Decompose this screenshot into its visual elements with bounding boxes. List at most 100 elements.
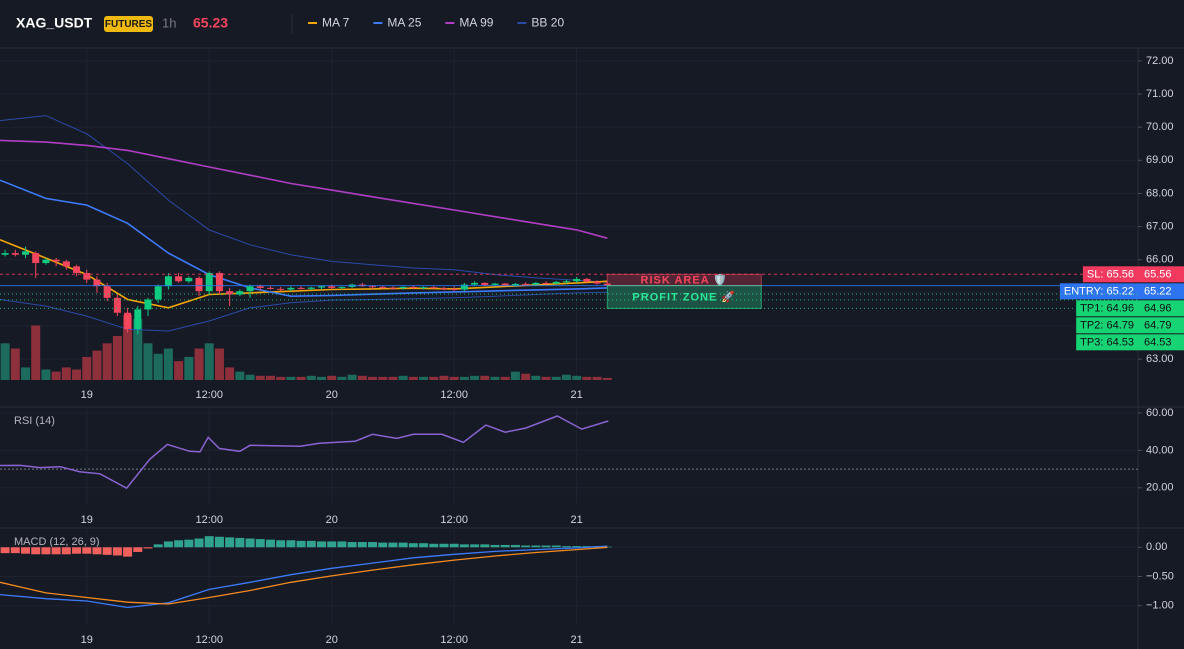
volume-bar: [174, 361, 184, 380]
candle-body: [83, 272, 91, 280]
candle-body: [164, 276, 172, 287]
candle-body: [542, 282, 550, 284]
level-label-bg: [1076, 334, 1138, 351]
level-label-bg: [1076, 300, 1138, 317]
volume-bar: [143, 343, 153, 380]
candle-body: [32, 253, 40, 264]
y-tick-label: 63.00: [1146, 353, 1174, 365]
volume-bar: [500, 376, 510, 380]
histogram-bar: [296, 540, 306, 548]
histogram-bar: [163, 541, 173, 548]
volume-bar: [0, 343, 10, 380]
volume-bar: [235, 371, 245, 380]
candle-body: [52, 259, 60, 262]
volume-bar: [316, 376, 326, 380]
volume-bar: [184, 356, 194, 380]
histogram-bar: [388, 542, 398, 548]
histogram-bar: [123, 547, 133, 557]
candle-body: [389, 287, 397, 289]
volume-bar: [490, 376, 500, 380]
candle-body: [562, 281, 570, 283]
x-tick-label: 21: [571, 514, 583, 526]
histogram-bar: [531, 545, 541, 548]
candle-body: [1, 253, 9, 255]
histogram-bar: [337, 541, 347, 548]
candle-body: [491, 283, 499, 285]
histogram-bar: [143, 547, 153, 549]
y-tick-label: 70.00: [1146, 121, 1174, 133]
volume-bar: [61, 367, 71, 380]
candle-body: [215, 272, 223, 292]
histogram-bar: [357, 542, 367, 548]
histogram-bar: [378, 542, 388, 548]
volume-bar: [245, 374, 255, 380]
volume-bar: [133, 319, 143, 380]
candle-body: [522, 283, 530, 285]
histogram-bar: [153, 544, 163, 548]
legend-label: MA 99: [459, 16, 493, 30]
candle-body: [205, 272, 213, 292]
candle-body: [532, 282, 540, 285]
histogram-bar: [255, 539, 265, 548]
candle-body: [11, 253, 19, 255]
histogram-bar: [194, 538, 204, 548]
candle-body: [430, 287, 438, 289]
volume-bar: [388, 376, 398, 380]
level-label: TP3: 64.53: [1080, 337, 1134, 349]
candle-body: [62, 261, 70, 267]
ma-line: [0, 179, 608, 298]
volume-bar: [102, 343, 112, 380]
macd-line: [0, 545, 608, 609]
legend-label: BB 20: [531, 16, 564, 30]
volume-bar: [204, 343, 214, 380]
histogram-bar: [225, 537, 235, 548]
level-label-bg: [1059, 283, 1138, 300]
volume-bar: [153, 353, 163, 380]
histogram-bar: [500, 544, 510, 548]
histogram-bar: [41, 547, 51, 555]
volume-bar: [429, 376, 439, 380]
candle-body: [226, 291, 234, 295]
x-tick-label: 20: [326, 514, 338, 526]
macd-title: MACD (12, 26, 9): [14, 536, 100, 548]
volume-bar: [510, 371, 520, 380]
candle-body: [511, 283, 519, 286]
candle-body: [552, 281, 560, 284]
histogram-bar: [419, 543, 429, 548]
candle-body: [328, 286, 336, 288]
x-tick-label: 12:00: [440, 389, 468, 401]
signal-line: [0, 546, 608, 605]
volume-bar: [276, 376, 286, 380]
level-axis-value: 64.96: [1144, 303, 1172, 315]
level-axis-value: 64.79: [1144, 320, 1172, 332]
candle-body: [113, 297, 121, 313]
badge: FUTURES: [105, 19, 153, 30]
volume-bar: [327, 375, 337, 380]
candle-body: [42, 259, 50, 264]
candle-body: [369, 286, 377, 288]
histogram-bar: [459, 544, 469, 548]
histogram-bar: [561, 546, 571, 548]
legend-label: MA 7: [322, 16, 350, 30]
histogram-bar: [214, 536, 224, 548]
volume-bar: [419, 376, 429, 380]
level-axis-tag: [1138, 334, 1184, 351]
candle-body: [185, 277, 193, 282]
histogram-bar: [286, 540, 296, 548]
volume-bar: [439, 375, 449, 380]
candle-body: [287, 287, 295, 290]
level-label-bg: [1076, 317, 1138, 334]
level-axis-value: 65.22: [1144, 286, 1172, 298]
volume-bar: [602, 377, 612, 380]
candle-body: [277, 288, 285, 290]
level-label: TP1: 64.96: [1080, 303, 1134, 315]
histogram-bar: [174, 540, 184, 548]
interval: 1h: [162, 15, 176, 30]
x-tick-label: 20: [326, 389, 338, 401]
level-label: SL: 65.56: [1087, 269, 1134, 281]
volume-bar: [398, 375, 408, 380]
x-tick-label: 21: [571, 634, 583, 646]
zone-label: RISK AREA 🛡️: [641, 273, 728, 286]
x-tick-label: 12:00: [440, 514, 468, 526]
bb-lower: [0, 291, 608, 332]
